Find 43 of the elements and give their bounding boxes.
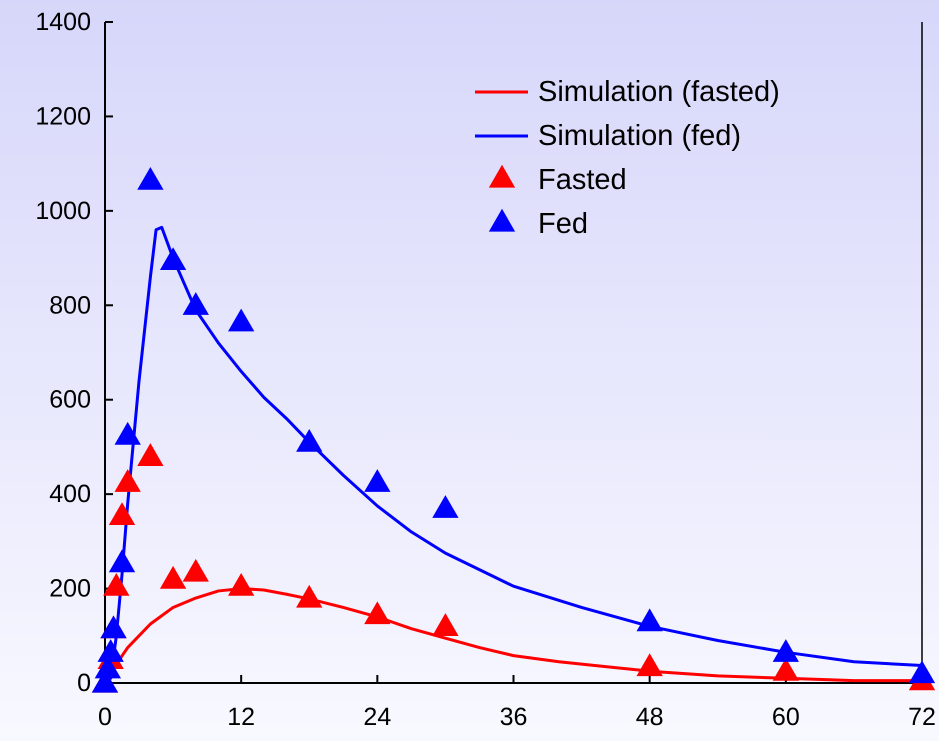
point: [160, 566, 186, 589]
y-tick-label: 1200: [35, 102, 91, 130]
y-tick-label: 200: [49, 574, 91, 603]
point: [772, 639, 799, 662]
y-tick-label: 0: [77, 669, 91, 697]
legend-label: Simulation (fasted): [538, 76, 780, 108]
point: [636, 653, 663, 676]
y-tick-label: 1000: [35, 196, 91, 225]
point: [114, 422, 141, 445]
point: [160, 247, 186, 270]
y-tick-label: 600: [49, 386, 91, 414]
x-tick-label: 12: [227, 703, 256, 731]
point: [108, 549, 136, 572]
point: [364, 469, 390, 492]
x-tick-label: 72: [908, 703, 936, 731]
legend-label: Simulation (fed): [538, 120, 742, 152]
legend-label: Fasted: [538, 164, 627, 196]
point: [296, 429, 322, 452]
point: [432, 495, 459, 518]
point: [432, 613, 459, 636]
point: [114, 469, 141, 492]
x-tick-label: 0: [98, 703, 112, 731]
point: [364, 601, 390, 624]
legend-label: Fed: [538, 208, 588, 240]
x-tick-label: 60: [772, 703, 800, 731]
x-tick-label: 48: [636, 703, 664, 731]
point: [137, 443, 164, 466]
point: [228, 308, 254, 332]
point: [228, 573, 254, 596]
point: [182, 292, 209, 315]
x-tick-label: 36: [500, 703, 528, 731]
point: [296, 584, 322, 608]
x-tick-label: 24: [363, 703, 392, 731]
y-tick-label: 400: [49, 480, 91, 508]
point: [108, 502, 136, 525]
point: [182, 558, 209, 582]
point: [137, 166, 164, 190]
y-tick-label: 800: [49, 291, 91, 320]
point: [98, 639, 124, 662]
y-tick-label: 1400: [35, 8, 91, 36]
point: [908, 660, 936, 684]
point: [103, 573, 130, 596]
point: [636, 608, 663, 632]
